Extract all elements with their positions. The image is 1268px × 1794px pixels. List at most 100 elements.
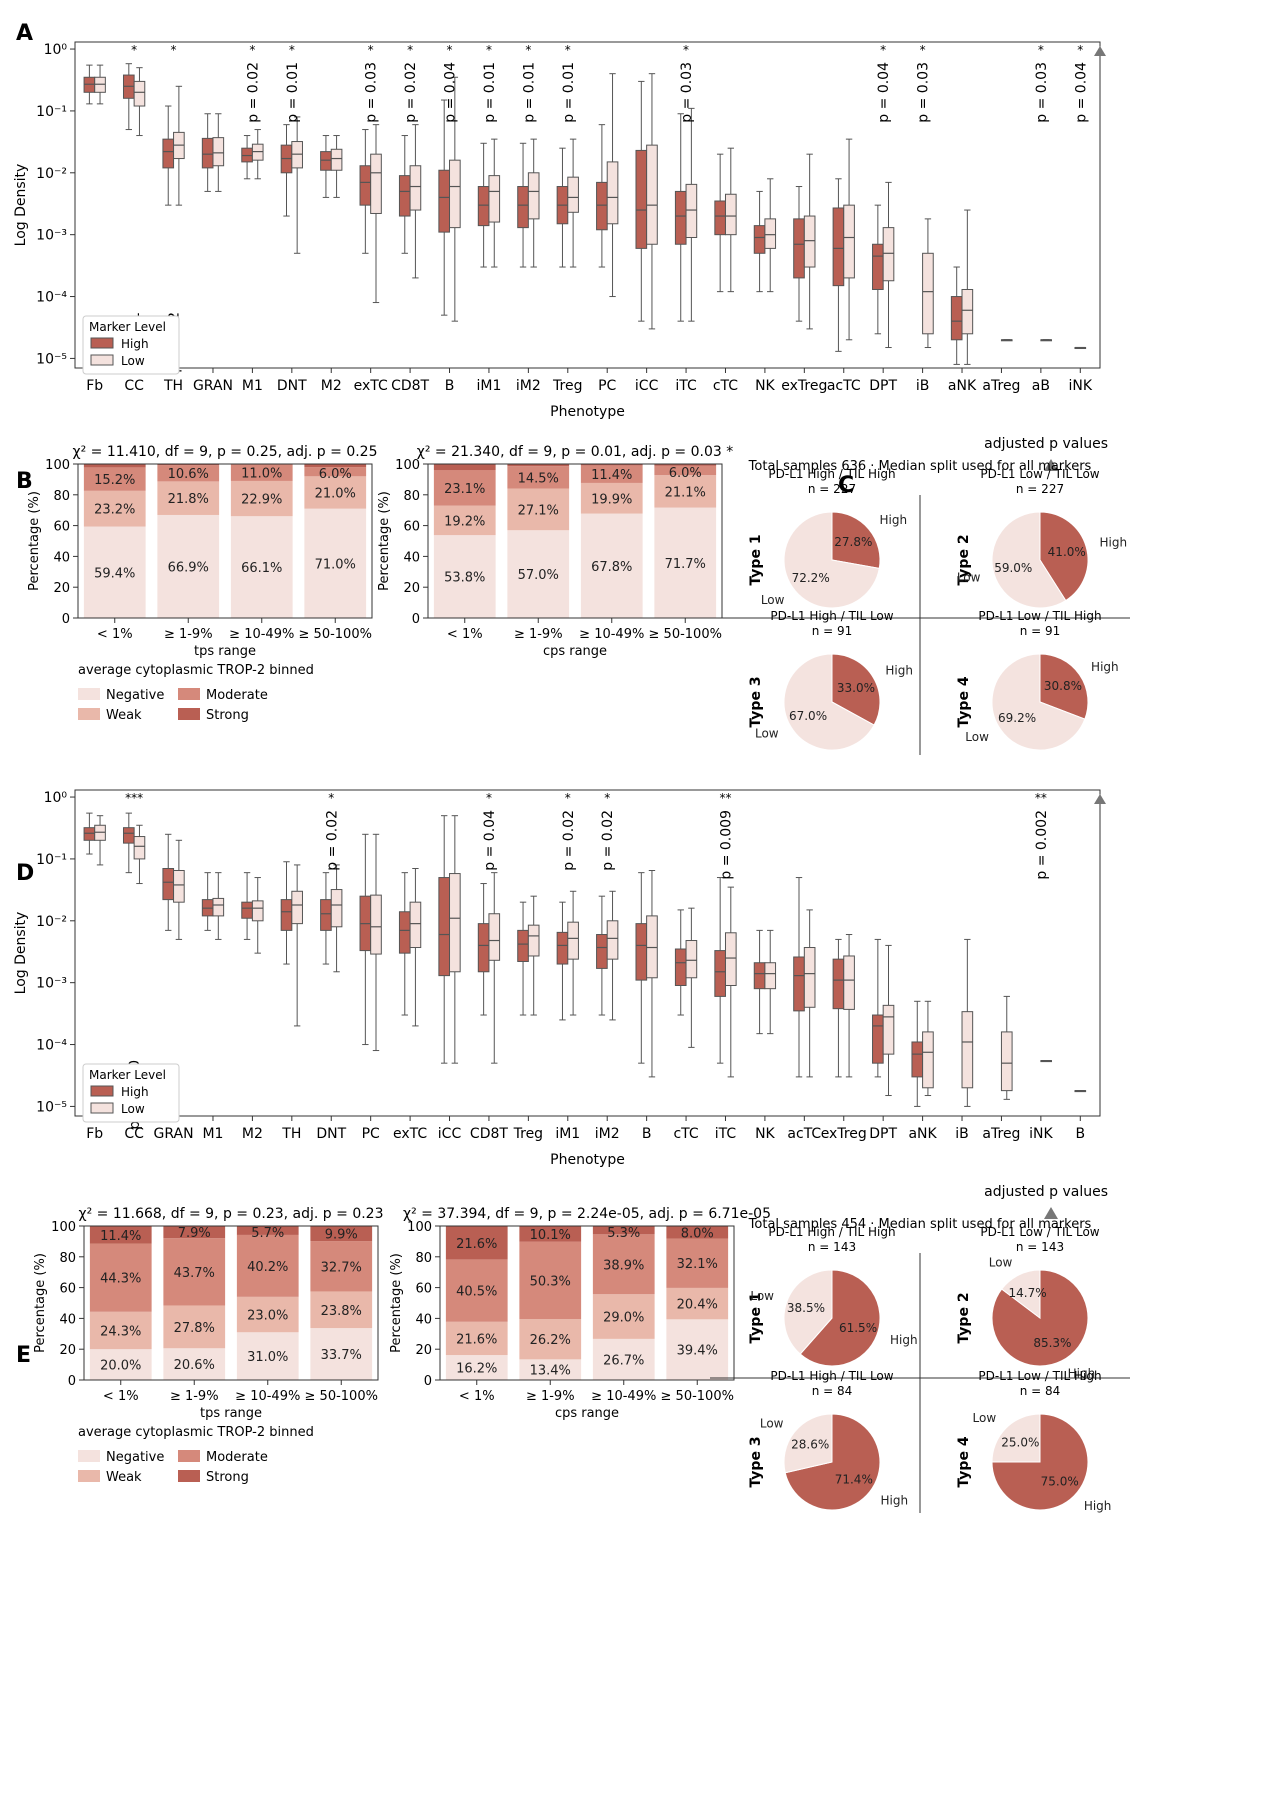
x-tick-label: aTreg bbox=[982, 378, 1020, 394]
p-value-label: p = 0.002 bbox=[1034, 810, 1050, 880]
bar-segment-strong bbox=[310, 1225, 373, 1242]
significance-star: * bbox=[447, 43, 453, 57]
bar-data-label: 10.6% bbox=[168, 467, 209, 482]
bar-segment-negative bbox=[163, 1348, 226, 1380]
x-tick-label: ≥ 50-100% bbox=[299, 627, 372, 642]
pie-slice-low bbox=[783, 1413, 833, 1474]
x-tick-label: ≥ 50-100% bbox=[305, 1389, 378, 1404]
bar-segment-weak bbox=[83, 490, 146, 527]
bar-segment-negative bbox=[666, 1319, 729, 1380]
box-body bbox=[950, 296, 963, 341]
bar-segment-moderate bbox=[519, 1241, 582, 1320]
bar-segment-negative bbox=[304, 508, 367, 618]
pie-slice-high bbox=[991, 1413, 1089, 1511]
y-tick-label: 80 bbox=[403, 489, 420, 504]
bar-segment-weak bbox=[654, 475, 717, 508]
box-low bbox=[922, 1000, 934, 1097]
box-body bbox=[212, 897, 225, 917]
y-tick-label: 20 bbox=[415, 1343, 432, 1358]
box-low bbox=[843, 138, 855, 341]
legend-swatch-high bbox=[90, 337, 114, 349]
x-tick-label: TH bbox=[163, 378, 183, 394]
legend-swatch-moderate bbox=[178, 1450, 200, 1462]
bar-data-label: 44.3% bbox=[100, 1272, 141, 1287]
x-tick-label: GRAN bbox=[154, 1126, 194, 1142]
bar-data-label: 9.9% bbox=[325, 1227, 358, 1242]
x-axis-label: cps range bbox=[555, 1406, 619, 1421]
box-body bbox=[527, 172, 540, 220]
y-tick-label: 10⁻⁵ bbox=[36, 1099, 67, 1115]
x-tick-label: < 1% bbox=[103, 1389, 139, 1404]
bar-segment-moderate bbox=[310, 1241, 373, 1292]
bar-data-label: 43.7% bbox=[174, 1266, 215, 1281]
type-label: Type 2 bbox=[956, 534, 972, 585]
box-low bbox=[685, 907, 698, 1048]
box-high bbox=[359, 129, 372, 254]
significance-star: * bbox=[486, 43, 492, 57]
box-body bbox=[567, 176, 579, 213]
box-body bbox=[122, 827, 135, 844]
box-body bbox=[674, 948, 687, 987]
box-body bbox=[843, 204, 855, 279]
bar-segment-weak bbox=[236, 1296, 299, 1333]
bar-segment-weak bbox=[310, 1291, 373, 1329]
x-tick-label: ≥ 10-49% bbox=[591, 1389, 656, 1404]
bar-data-label: 6.0% bbox=[319, 467, 352, 482]
p-value-label: p = 0.04 bbox=[482, 810, 498, 871]
pie-n: n = 227 bbox=[808, 482, 856, 496]
y-axis-label: Percentage (%) bbox=[389, 1253, 404, 1353]
significance-star: * bbox=[328, 791, 334, 805]
box-body bbox=[803, 215, 816, 268]
y-tick-label: 80 bbox=[415, 1251, 432, 1266]
box-low bbox=[251, 129, 264, 180]
x-tick-label: ≥ 10-49% bbox=[235, 1389, 300, 1404]
y-tick-label: 100 bbox=[407, 1220, 432, 1235]
pie-category-label: Low bbox=[965, 730, 989, 744]
x-tick-label: CD8T bbox=[391, 378, 429, 394]
box-high bbox=[320, 872, 332, 965]
box-low bbox=[370, 124, 382, 304]
legend-label: Negative bbox=[106, 688, 164, 703]
x-tick-label: iTC bbox=[715, 1126, 737, 1142]
bar-segment-moderate bbox=[157, 465, 220, 482]
x-tick-label: B bbox=[445, 378, 455, 394]
legend-e: average cytoplasmic TROP-2 binned Negativ… bbox=[78, 1425, 314, 1485]
box-body bbox=[646, 144, 658, 245]
box-high bbox=[596, 124, 608, 268]
bar-data-label: 21.6% bbox=[456, 1237, 497, 1252]
bar-segment-weak bbox=[304, 476, 367, 509]
box-high bbox=[122, 63, 135, 131]
pie-title: PD-L1 High / TIL Low bbox=[770, 609, 893, 623]
box-body bbox=[922, 252, 934, 335]
box-body bbox=[330, 889, 343, 928]
box-low bbox=[94, 64, 106, 105]
box-high bbox=[753, 190, 766, 293]
plot-frame bbox=[83, 1225, 379, 1381]
plot-frame bbox=[439, 1225, 735, 1381]
pie-n: n = 91 bbox=[812, 624, 853, 638]
box-body bbox=[398, 911, 411, 954]
x-tick-label: exTC bbox=[393, 1126, 427, 1142]
bar-data-label: 6.0% bbox=[669, 466, 702, 481]
box-body bbox=[674, 190, 687, 245]
y-tick-label: 40 bbox=[59, 1312, 76, 1327]
x-tick-label: iM1 bbox=[476, 378, 501, 394]
box-low bbox=[527, 895, 540, 1016]
box-body bbox=[409, 165, 422, 211]
pie-grid-title: Total samples 454 · Median split used fo… bbox=[748, 1217, 1092, 1232]
x-tick-label: Fb bbox=[86, 1126, 103, 1142]
bar-data-label: 13.4% bbox=[530, 1364, 571, 1379]
bar-segment-moderate bbox=[654, 465, 717, 476]
box-high bbox=[556, 901, 569, 1021]
box-body bbox=[370, 894, 382, 955]
x-tick-label: CC bbox=[124, 1126, 144, 1142]
pie-grid-c: Total samples 636 · Median split used fo… bbox=[710, 459, 1130, 755]
box-low bbox=[291, 116, 303, 254]
stacked-bar-chart-e-cps: χ² = 37.394, df = 9, p = 2.24e-05, adj. … bbox=[389, 1206, 771, 1421]
legend-label: Moderate bbox=[206, 688, 268, 703]
stacked-bar-chart-b-tps: χ² = 11.410, df = 9, p = 0.25, adj. p = … bbox=[27, 444, 378, 659]
legend-title: Marker Level bbox=[89, 1068, 166, 1082]
box-body bbox=[753, 962, 766, 990]
y-tick-label: 20 bbox=[403, 581, 420, 596]
